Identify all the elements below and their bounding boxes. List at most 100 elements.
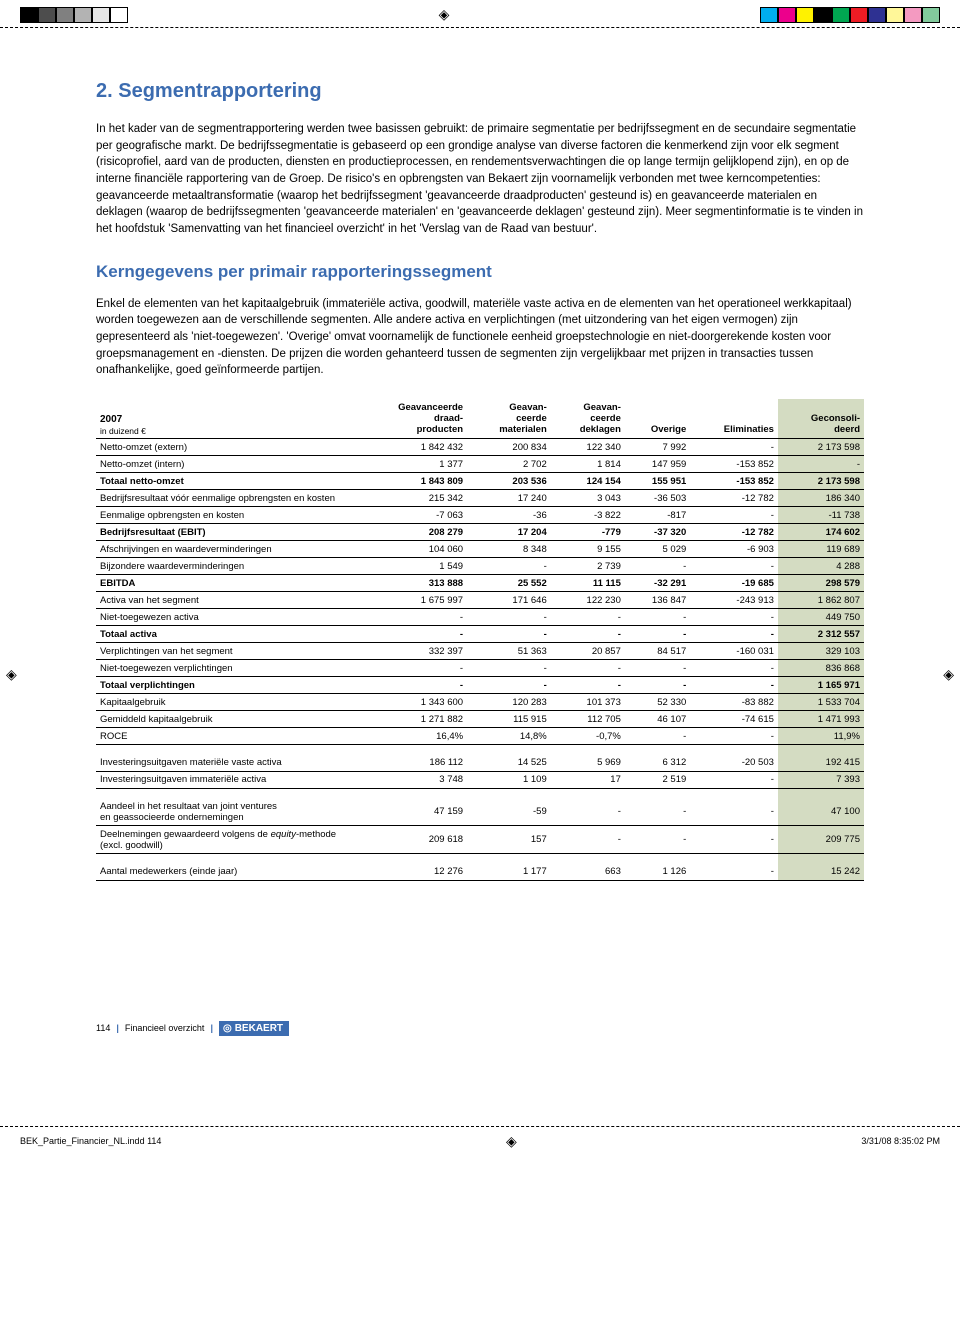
table-header-row: 2007 in duizend € Geavanceerdedraad-prod… <box>96 399 864 439</box>
row-label: Verplichtingen van het segment <box>96 643 357 660</box>
table-row: Bijzondere waardeverminderingen1 549-2 7… <box>96 558 864 575</box>
row-label: Totaal verplichtingen <box>96 677 357 694</box>
color-swatch <box>92 7 110 23</box>
cell-value: - <box>625 728 690 745</box>
row-label: Netto-omzet (extern) <box>96 439 357 456</box>
cell-value: 84 517 <box>625 643 690 660</box>
cell-value: 209 775 <box>778 826 864 854</box>
cell-value: 1 377 <box>357 456 467 473</box>
page-content: 2. Segmentrapportering In het kader van … <box>0 28 960 1066</box>
cell-value: 11 115 <box>551 575 625 592</box>
table-row <box>96 745 864 755</box>
cell-value: -12 782 <box>690 524 778 541</box>
cell-value: -3 822 <box>551 507 625 524</box>
file-label: BEK_Partie_Financier_NL.indd 114 <box>20 1136 161 1146</box>
cell-value: -36 503 <box>625 490 690 507</box>
section-heading: 2. Segmentrapportering <box>96 80 864 103</box>
color-swatch <box>814 7 832 23</box>
logo-icon: ◎ <box>223 1023 232 1034</box>
cell-value: -12 782 <box>690 490 778 507</box>
unit-label: in duizend € <box>100 426 353 436</box>
cell-value: -779 <box>551 524 625 541</box>
cell-value: 1 471 993 <box>778 711 864 728</box>
cell-value: 208 279 <box>357 524 467 541</box>
cell-value <box>690 788 778 798</box>
cell-value: 186 340 <box>778 490 864 507</box>
table-row: Investeringsuitgaven immateriële activa3… <box>96 771 864 788</box>
cell-value: 17 <box>551 771 625 788</box>
cell-value: 2 173 598 <box>778 439 864 456</box>
cell-value: - <box>625 677 690 694</box>
cell-value: 2 702 <box>467 456 551 473</box>
column-header: Eliminaties <box>690 399 778 439</box>
cell-value: - <box>690 439 778 456</box>
cell-value <box>551 854 625 864</box>
cell-value: 8 348 <box>467 541 551 558</box>
cell-value: 663 <box>551 864 625 881</box>
cell-value: - <box>690 558 778 575</box>
cell-value: 47 100 <box>778 798 864 826</box>
cell-value: - <box>690 609 778 626</box>
row-label: Totaal activa <box>96 626 357 643</box>
cell-value: - <box>467 626 551 643</box>
intro-paragraph-2: Enkel de elementen van het kapitaalgebru… <box>96 296 864 379</box>
cell-value: 1 533 704 <box>778 694 864 711</box>
cell-value: -153 852 <box>690 473 778 490</box>
row-label: Afschrijvingen en waardeverminderingen <box>96 541 357 558</box>
cell-value <box>467 745 551 755</box>
color-swatch <box>56 7 74 23</box>
cell-value <box>625 854 690 864</box>
table-row: Netto-omzet (extern)1 842 432200 834122 … <box>96 439 864 456</box>
cell-value: - <box>551 826 625 854</box>
color-swatch <box>20 7 38 23</box>
brand-text: BEKAERT <box>235 1023 283 1034</box>
cell-value: - <box>778 456 864 473</box>
side-register-left: ◈ <box>6 666 17 683</box>
cell-value: 4 288 <box>778 558 864 575</box>
cell-value: -37 320 <box>625 524 690 541</box>
cell-value: -32 291 <box>625 575 690 592</box>
table-row: Investeringsuitgaven materiële vaste act… <box>96 755 864 772</box>
row-label: Investeringsuitgaven materiële vaste act… <box>96 755 357 772</box>
table-row: Activa van het segment1 675 997171 64612… <box>96 592 864 609</box>
intro-paragraph-1: In het kader van de segmentrapportering … <box>96 121 864 238</box>
cell-value: 9 155 <box>551 541 625 558</box>
page-footer: 114 | Financieel overzicht | ◎ BEKAERT <box>96 1021 864 1036</box>
table-row: Niet-toegewezen verplichtingen-----836 8… <box>96 660 864 677</box>
cell-value: 1 177 <box>467 864 551 881</box>
color-swatch <box>778 7 796 23</box>
cell-value: 209 618 <box>357 826 467 854</box>
row-label: Gemiddeld kapitaalgebruik <box>96 711 357 728</box>
cell-value: -20 503 <box>690 755 778 772</box>
cell-value: - <box>357 677 467 694</box>
brand-logo: ◎ BEKAERT <box>219 1021 289 1036</box>
cell-value: 1 843 809 <box>357 473 467 490</box>
cell-value: 329 103 <box>778 643 864 660</box>
cell-value: - <box>690 660 778 677</box>
table-row: Afschrijvingen en waardeverminderingen10… <box>96 541 864 558</box>
color-swatch <box>886 7 904 23</box>
row-label: EBITDA <box>96 575 357 592</box>
page-number: 114 <box>96 1023 110 1033</box>
color-swatch <box>832 7 850 23</box>
cell-value: 112 705 <box>551 711 625 728</box>
cell-value: - <box>467 660 551 677</box>
cell-value: - <box>625 626 690 643</box>
year-label: 2007 <box>100 414 353 426</box>
cell-value: 5 029 <box>625 541 690 558</box>
cell-value: 7 393 <box>778 771 864 788</box>
cell-value: -160 031 <box>690 643 778 660</box>
cell-value: 1 842 432 <box>357 439 467 456</box>
cell-value: - <box>625 558 690 575</box>
cell-value: 17 204 <box>467 524 551 541</box>
cell-value <box>625 745 690 755</box>
cell-value: 215 342 <box>357 490 467 507</box>
table-row: Kapitaalgebruik1 343 600120 283101 37352… <box>96 694 864 711</box>
table-row: Aandeel in het resultaat van joint ventu… <box>96 798 864 826</box>
swatches-left <box>20 7 128 23</box>
table-row <box>96 854 864 864</box>
cell-value: 122 340 <box>551 439 625 456</box>
cell-value: 836 868 <box>778 660 864 677</box>
cell-value: 124 154 <box>551 473 625 490</box>
cell-value: - <box>690 864 778 881</box>
